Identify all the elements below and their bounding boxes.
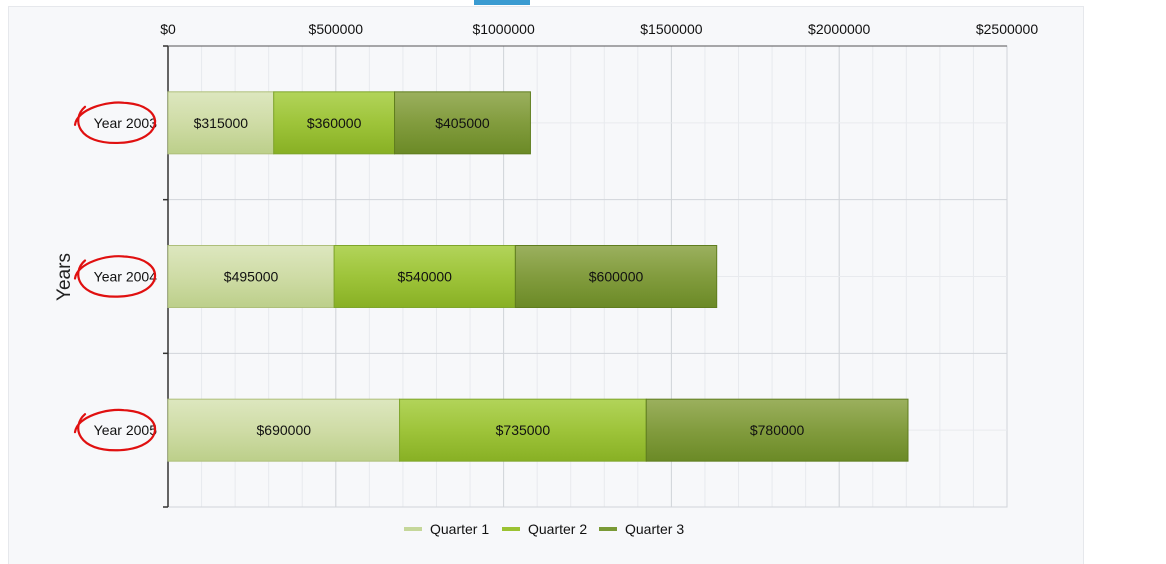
data-label: $540000 xyxy=(397,269,452,285)
x-tick-label: $1000000 xyxy=(472,21,535,37)
data-label: $360000 xyxy=(307,115,362,131)
y-axis-tick-labels: Year 2003 Year 2004 Year 2005 xyxy=(94,115,158,438)
bar xyxy=(167,398,401,462)
y-tick-label: Year 2004 xyxy=(94,269,158,285)
y-tick-label: Year 2003 xyxy=(94,115,158,131)
red-circle-annotation xyxy=(73,255,157,298)
x-tick-label: $0 xyxy=(160,21,176,37)
legend-swatch xyxy=(404,527,422,531)
x-tick-label: $2500000 xyxy=(976,21,1039,37)
bars: $315000 $360000 $405000 $495000 $540000 $6000… xyxy=(167,91,909,462)
x-tick-label: $2000000 xyxy=(808,21,871,37)
legend-swatch xyxy=(502,527,520,531)
bar xyxy=(645,398,909,462)
data-label: $405000 xyxy=(435,115,490,131)
data-label: $780000 xyxy=(750,422,805,438)
bar xyxy=(167,91,275,155)
legend-label: Quarter 3 xyxy=(625,521,684,537)
bar xyxy=(399,398,647,462)
bar xyxy=(333,245,516,308)
red-circle-annotation xyxy=(73,101,157,144)
x-tick-label: $500000 xyxy=(309,21,364,37)
x-tick-label: $1500000 xyxy=(640,21,703,37)
legend-swatch xyxy=(599,527,617,531)
y-tick-label: Year 2005 xyxy=(94,422,158,438)
legend-label: Quarter 2 xyxy=(528,521,587,537)
data-label: $315000 xyxy=(194,115,249,131)
red-circle-annotation xyxy=(73,408,157,452)
x-axis-tick-labels: $0 $500000 $1000000 $1500000 $2000000 $250000… xyxy=(160,21,1038,37)
data-label: $735000 xyxy=(496,422,551,438)
bar xyxy=(394,91,531,155)
legend-label: Quarter 1 xyxy=(430,521,489,537)
top-accent-bar xyxy=(474,0,530,5)
y-axis-label: Years xyxy=(54,253,75,301)
legend: Quarter 1 Quarter 2 Quarter 3 xyxy=(404,521,684,537)
bar xyxy=(514,245,718,308)
data-label: $495000 xyxy=(224,269,279,285)
bar xyxy=(167,245,335,308)
data-label: $600000 xyxy=(589,269,644,285)
annotations xyxy=(73,101,157,452)
data-label: $690000 xyxy=(257,422,312,438)
bar xyxy=(273,91,396,155)
